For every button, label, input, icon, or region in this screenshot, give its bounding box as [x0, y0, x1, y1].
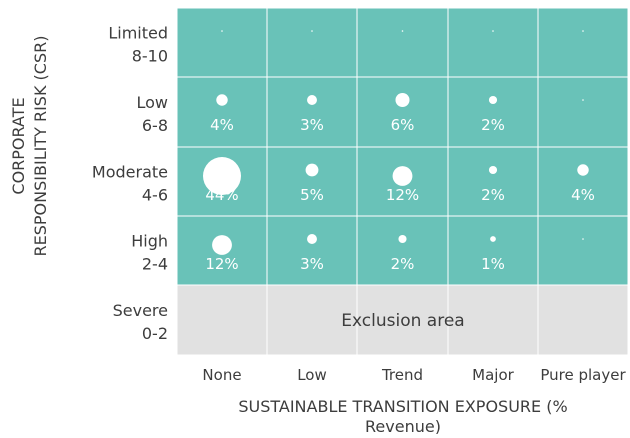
y-tick-label: Severe [113, 301, 168, 320]
heatmap-cell [356, 284, 449, 356]
heatmap-cell [356, 7, 449, 78]
y-tick-range: 8-10 [132, 47, 168, 66]
y-tick-range: 6-8 [142, 116, 168, 135]
exclusion-area-label: Exclusion area [341, 311, 464, 331]
y-tick-label: Moderate [92, 163, 168, 182]
bubble [582, 238, 584, 240]
x-tick-label: None [202, 366, 241, 384]
bubble [492, 30, 494, 32]
cell-value-label: 44% [205, 186, 238, 204]
bubble [395, 92, 410, 108]
bubble [577, 164, 589, 176]
cell-value-label: 5% [300, 186, 324, 204]
bubble [401, 30, 404, 32]
x-tick-label: Low [297, 366, 327, 384]
heatmap-cell [266, 7, 358, 78]
bubble [216, 94, 228, 106]
y-tick-range: 2-4 [142, 255, 168, 274]
bubble [311, 30, 313, 32]
heatmap-cell [447, 7, 539, 78]
heatmap-cell [447, 146, 539, 217]
heatmap-cell [266, 215, 358, 286]
bubble [488, 95, 498, 105]
heatmap-cell [356, 215, 449, 286]
cell-value-label: 3% [300, 116, 324, 134]
bubble [203, 157, 241, 195]
bubble [398, 234, 407, 244]
x-axis-title: SUSTAINABLE TRANSITION EXPOSURE (% Revenu… [238, 397, 567, 434]
heatmap-cell [537, 146, 629, 217]
bubble [212, 235, 232, 255]
bubble [221, 30, 223, 32]
heatmap-cell [537, 76, 629, 148]
cell-value-label: 12% [386, 186, 419, 204]
heatmap-cell [447, 284, 539, 356]
bubble [582, 30, 584, 32]
heatmap-cell [537, 7, 629, 78]
cell-value-label: 2% [481, 116, 505, 134]
bubble [488, 165, 498, 175]
x-tick-label: Trend [381, 366, 423, 384]
bubble [305, 163, 319, 177]
cell-value-label: 6% [391, 116, 415, 134]
y-axis-title-line: RESPONSIBILITY RISK (CSR) [31, 36, 50, 257]
heatmap-cell [176, 76, 268, 148]
y-tick-label: High [131, 232, 168, 251]
cell-value-label: 2% [391, 255, 415, 273]
cell-value-label: 4% [210, 116, 234, 134]
y-tick-label: Limited [108, 24, 168, 43]
bubble [582, 99, 584, 101]
heatmap-cell [176, 7, 268, 78]
y-tick-range: 4-6 [142, 186, 168, 205]
heatmap-cell [266, 146, 358, 217]
cell-value-label: 12% [205, 255, 238, 273]
bubble [490, 236, 496, 242]
y-tick-label: Low [136, 93, 168, 112]
heatmap-cell [356, 76, 449, 148]
heatmap-cell [537, 215, 629, 286]
cell-value-label: 1% [481, 255, 505, 273]
bubble [307, 95, 317, 105]
cell-value-label: 2% [481, 186, 505, 204]
cell-value-label: 4% [571, 186, 595, 204]
bubble [307, 234, 317, 244]
bubble [392, 166, 413, 186]
x-tick-label: Major [472, 366, 514, 384]
heatmap-cell [447, 215, 539, 286]
cell-value-label: 3% [300, 255, 324, 273]
x-axis-title-line: SUSTAINABLE TRANSITION EXPOSURE (% [238, 397, 567, 416]
x-tick-label: Pure player [540, 366, 626, 384]
heatmap-cell [537, 284, 629, 356]
x-axis-title-line: Revenue) [365, 417, 441, 434]
y-axis-title: CORPORATE RESPONSIBILITY RISK (CSR) [9, 36, 50, 257]
y-tick-range: 0-2 [142, 324, 168, 343]
heatmap-cell [176, 284, 268, 356]
heatmap-cell [266, 76, 358, 148]
heatmap-cell [447, 76, 539, 148]
y-axis-title-line: CORPORATE [9, 97, 28, 194]
